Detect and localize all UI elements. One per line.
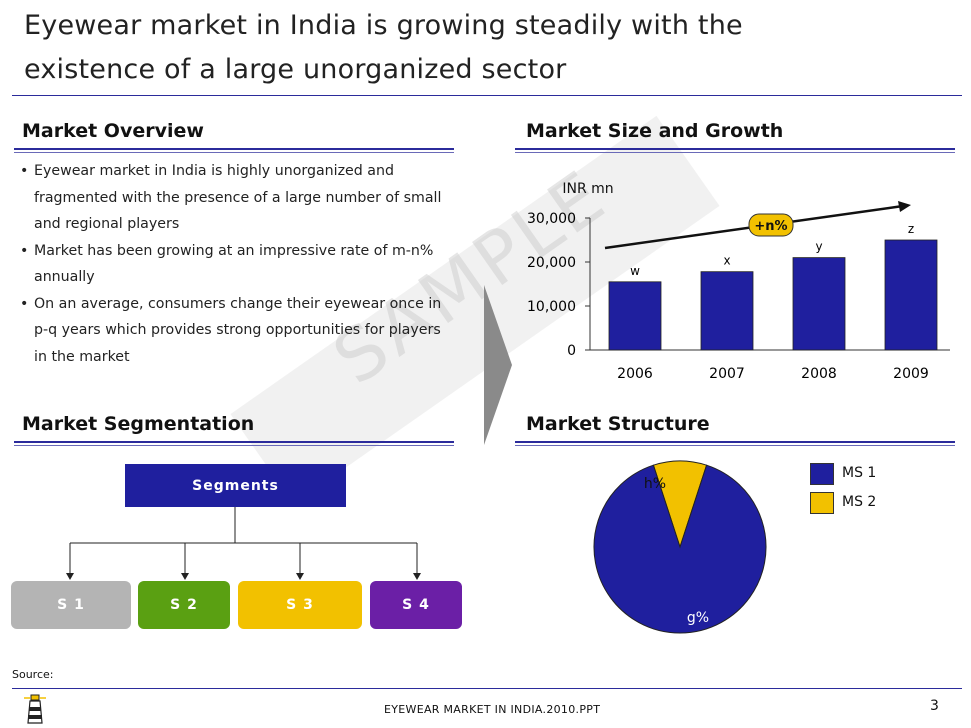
x-tick-label: 2006 — [617, 366, 653, 382]
footer-divider — [12, 688, 962, 689]
lighthouse-logo-icon — [24, 694, 46, 724]
segment-box-s3: S 3 — [238, 581, 362, 629]
pie-label-ms1: g% — [687, 610, 709, 626]
y-tick-label: 20,000 — [527, 255, 576, 271]
overview-heading: Market Overview — [22, 120, 204, 142]
cagr-label: +n% — [754, 219, 787, 234]
legend-swatch-ms2 — [810, 492, 834, 514]
legend-swatch-ms1 — [810, 463, 834, 485]
segmentation-connectors — [66, 507, 421, 580]
segmentation-rule — [14, 441, 454, 446]
segment-box-s1: S 1 — [11, 581, 131, 629]
size-growth-rule — [515, 148, 955, 153]
bar-data-label: x — [723, 254, 730, 268]
title-divider — [12, 95, 962, 96]
overview-bullet: Market has been growing at an impressive… — [18, 238, 448, 291]
cagr-arrowhead — [898, 201, 911, 212]
pie-slice-ms1 — [593, 464, 767, 634]
footer-file-name: EYEWEAR MARKET IN INDIA.2010.PPT — [384, 703, 601, 716]
bar-chart: INR mn 0 10,000 20,000 30,000 w 2006 x 2007 y 20… — [527, 181, 950, 382]
bar-data-label: w — [630, 264, 640, 278]
size-growth-heading: Market Size and Growth — [526, 120, 784, 142]
page-number: 3 — [930, 698, 939, 714]
segments-root-box: Segments — [125, 464, 346, 507]
title-line-2: existence of a large unorganized sector — [24, 54, 567, 85]
bar-2009 — [884, 239, 938, 351]
bar-data-label: z — [908, 222, 914, 236]
legend-label-ms2: MS 2 — [842, 494, 877, 510]
pie-chart: h% g% — [593, 460, 767, 634]
structure-rule — [515, 441, 955, 446]
transition-arrow-icon — [484, 285, 512, 445]
source-label: Source: — [12, 668, 54, 681]
overview-bullets: Eyewear market in India is highly unorga… — [18, 158, 448, 370]
x-tick-label: 2007 — [709, 366, 745, 382]
x-tick-label: 2009 — [893, 366, 929, 382]
legend-label-ms1: MS 1 — [842, 465, 877, 481]
structure-heading: Market Structure — [526, 413, 710, 435]
segmentation-heading: Market Segmentation — [22, 413, 255, 435]
overview-rule — [14, 148, 454, 153]
page-title: Eyewear market in India is growing stead… — [24, 4, 944, 92]
segment-box-s4: S 4 — [370, 581, 462, 629]
y-tick-label: 30,000 — [527, 211, 576, 227]
overview-bullet: On an average, consumers change their ey… — [18, 291, 448, 371]
y-unit-label: INR mn — [562, 181, 613, 197]
bar-data-label: y — [815, 240, 822, 254]
overview-bullet: Eyewear market in India is highly unorga… — [18, 158, 448, 238]
x-tick-label: 2008 — [801, 366, 837, 382]
bar-2006 — [608, 281, 662, 351]
bar-2007 — [700, 271, 754, 351]
pie-label-ms2: h% — [644, 476, 666, 492]
title-line-1: Eyewear market in India is growing stead… — [24, 10, 743, 41]
segment-box-s2: S 2 — [138, 581, 230, 629]
y-tick-label: 0 — [567, 343, 576, 359]
cagr-pill — [748, 213, 794, 237]
y-tick-label: 10,000 — [527, 299, 576, 315]
bar-2008 — [792, 257, 846, 351]
